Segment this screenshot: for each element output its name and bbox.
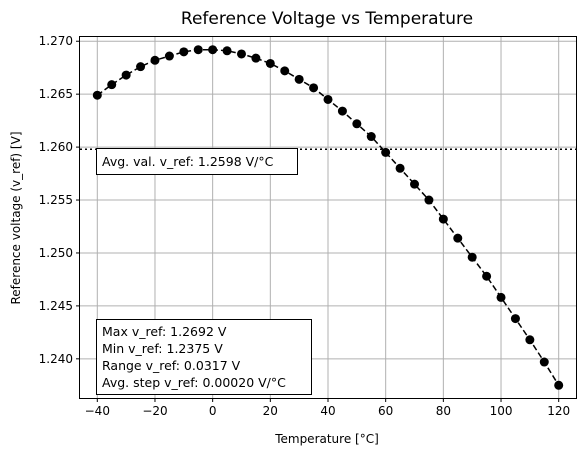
data-point (467, 252, 477, 262)
average-annotation-text: Avg. val. v_ref: 1.2598 V/°C (102, 154, 274, 169)
data-point (150, 55, 160, 65)
data-point (453, 233, 463, 243)
average-annotation-box (96, 148, 298, 175)
data-point (510, 314, 520, 324)
data-point (482, 271, 492, 281)
data-point (438, 214, 448, 224)
data-point (92, 90, 102, 100)
data-point (208, 45, 218, 55)
data-point (193, 45, 203, 55)
data-point (337, 106, 347, 116)
stats-avg-step: Avg. step v_ref: 0.00020 V/°C (102, 375, 286, 390)
x-tick-label: 60 (378, 404, 393, 418)
data-point (424, 195, 434, 205)
y-tick-label: 1.250 (39, 246, 73, 260)
stats-annotation: Max v_ref: 1.2692 V Min v_ref: 1.2375 V … (96, 319, 312, 395)
x-axis: −40 −20 0 20 40 60 80 100 120 (85, 398, 570, 418)
x-tick-label: 120 (547, 404, 570, 418)
data-point (236, 49, 246, 59)
chart-title: Reference Voltage vs Temperature (181, 9, 473, 29)
data-point (222, 46, 232, 56)
x-tick-label: 80 (436, 404, 451, 418)
x-tick-label: −40 (85, 404, 110, 418)
data-point (323, 94, 333, 104)
data-markers (92, 45, 564, 390)
data-point (121, 70, 131, 80)
data-point (309, 83, 319, 93)
data-point (554, 380, 564, 390)
data-point (136, 62, 146, 72)
y-tick-label: 1.240 (39, 352, 73, 366)
x-tick-label: 40 (320, 404, 335, 418)
data-point (381, 147, 391, 157)
data-point (525, 335, 535, 345)
stats-range: Range v_ref: 0.0317 V (102, 358, 241, 373)
y-axis: 1.240 1.245 1.250 1.255 1.260 1.265 1.270 (39, 34, 80, 366)
y-axis-label: Reference voltage (v_ref) [V] (9, 131, 23, 304)
y-tick-label: 1.255 (39, 193, 73, 207)
stats-min: Min v_ref: 1.2375 V (102, 341, 223, 356)
x-tick-label: −20 (142, 404, 167, 418)
y-tick-label: 1.270 (39, 34, 73, 48)
data-point (539, 357, 549, 367)
data-point (164, 51, 174, 61)
data-point (410, 179, 420, 189)
x-tick-label: 20 (263, 404, 278, 418)
stats-annotation-box (96, 319, 312, 395)
y-tick-label: 1.260 (39, 140, 73, 154)
y-tick-label: 1.265 (39, 87, 73, 101)
data-point (352, 119, 362, 129)
x-tick-label: 0 (209, 404, 217, 418)
data-point (395, 163, 405, 173)
data-point (294, 74, 304, 84)
data-point (366, 132, 376, 142)
data-point (179, 47, 189, 57)
data-point (107, 80, 117, 90)
y-tick-label: 1.245 (39, 299, 73, 313)
data-point (251, 53, 261, 63)
x-axis-label: Temperature [°C] (274, 432, 379, 446)
average-annotation: Avg. val. v_ref: 1.2598 V/°C (96, 148, 298, 175)
data-point (265, 58, 275, 68)
grid (80, 37, 576, 398)
stats-max: Max v_ref: 1.2692 V (102, 324, 227, 339)
data-point (280, 66, 290, 76)
data-point (496, 292, 506, 302)
x-tick-label: 100 (490, 404, 513, 418)
